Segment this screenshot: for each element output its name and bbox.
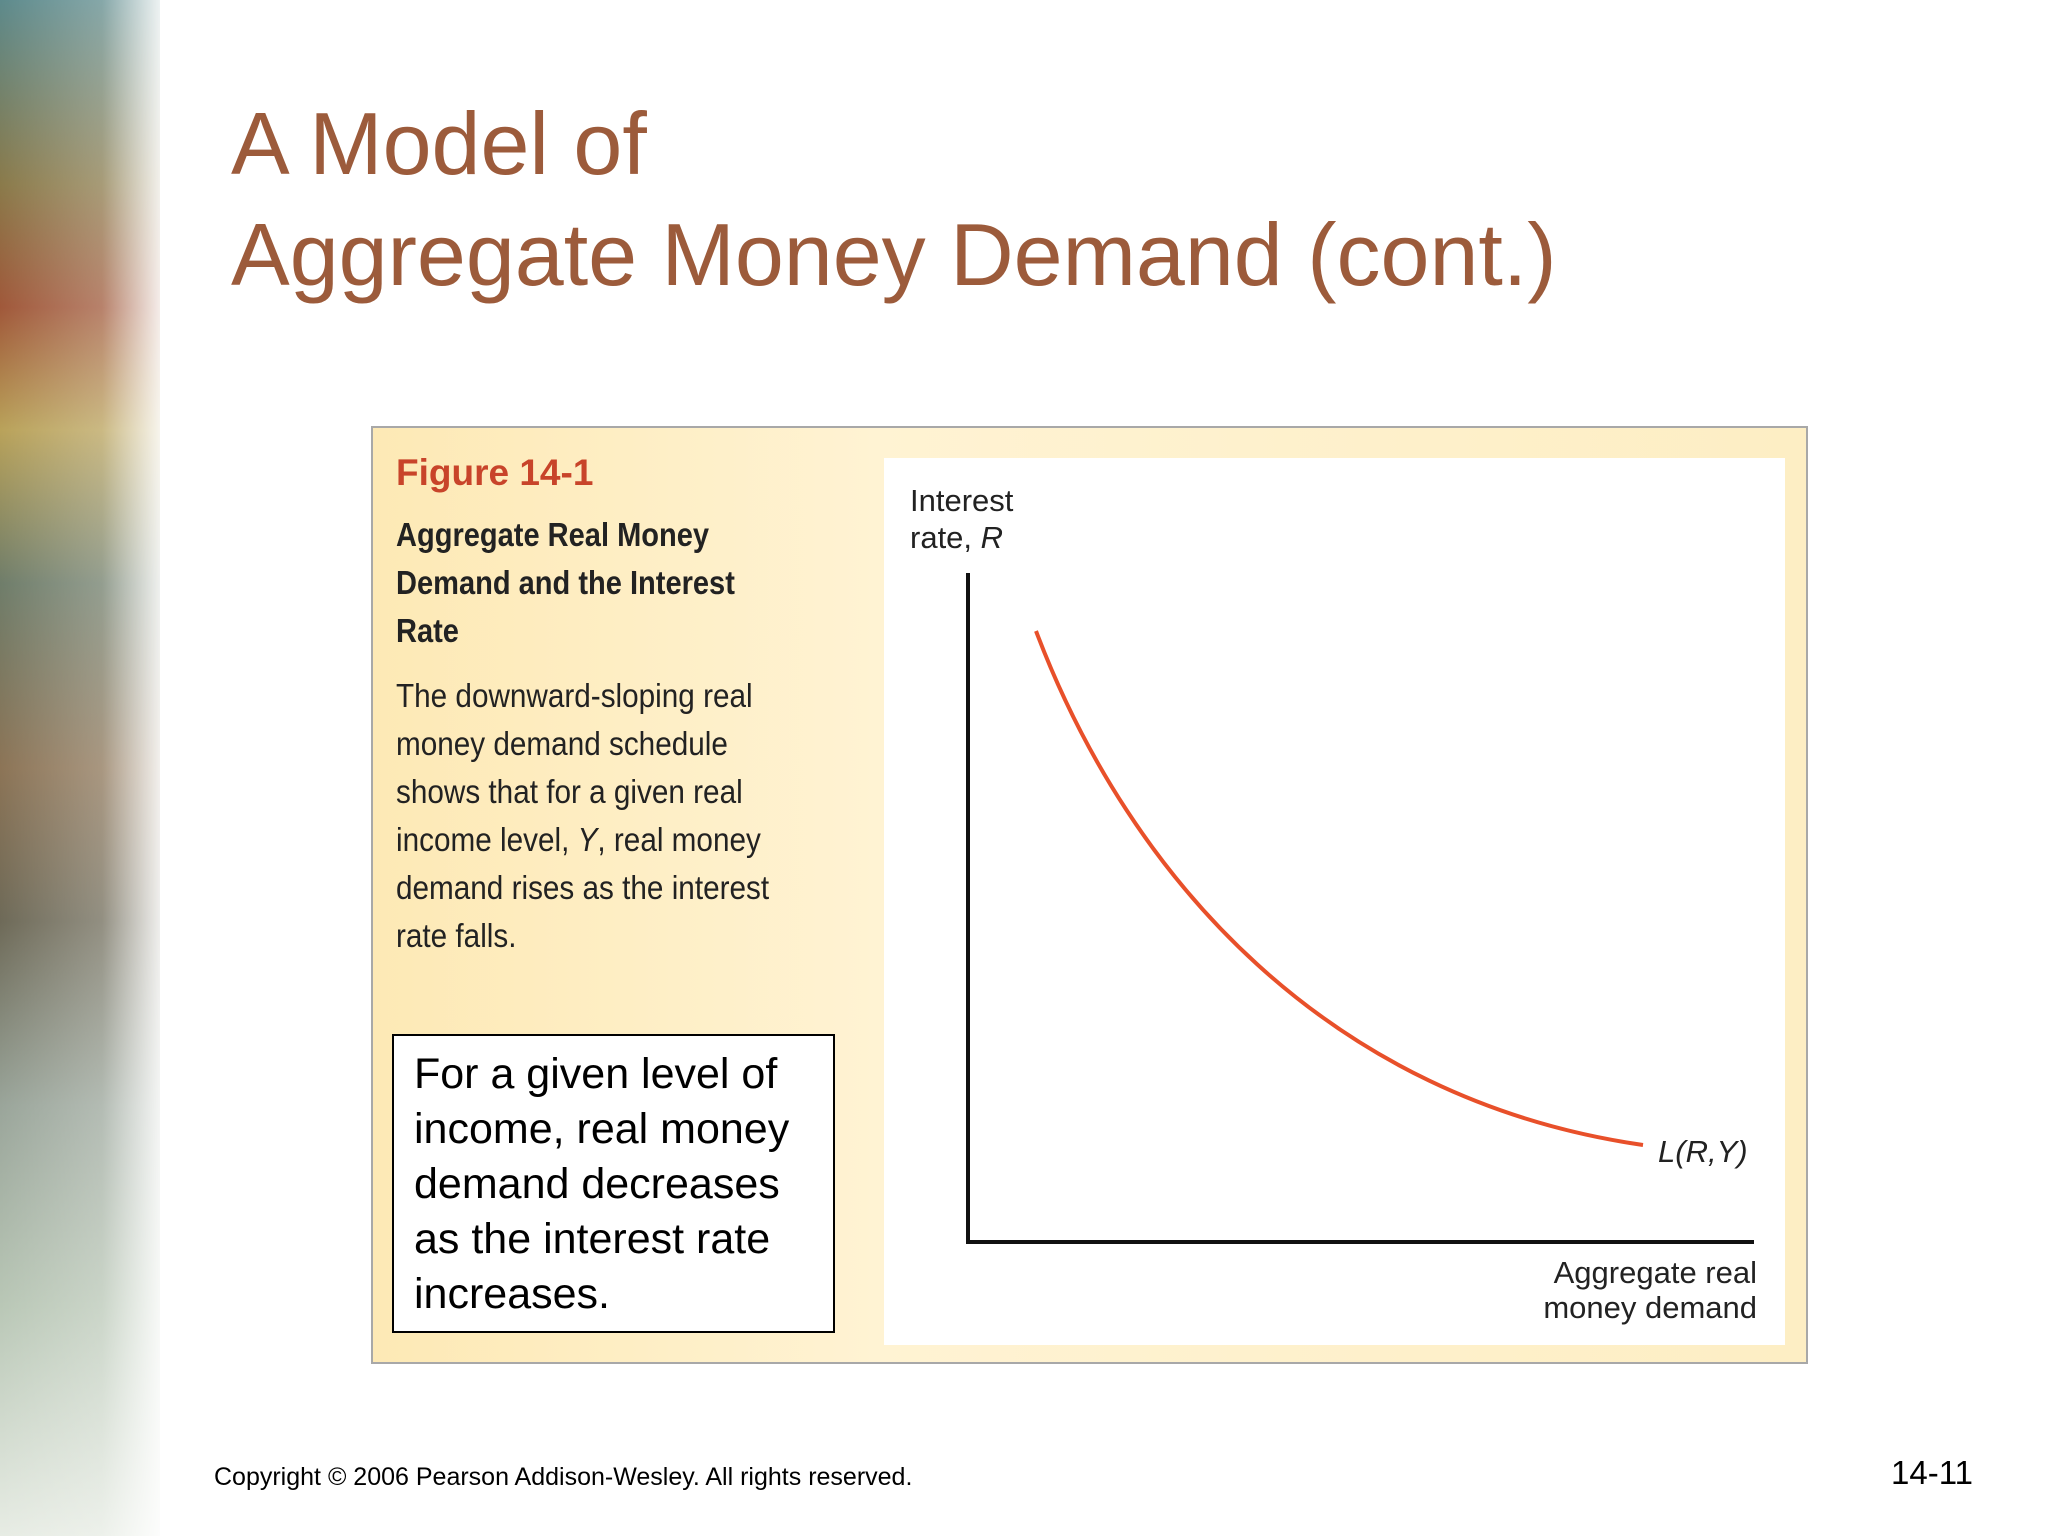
callout-line: as the interest rate	[414, 1215, 771, 1263]
caption-line: The downward-sloping real	[396, 677, 753, 714]
curve-label: L(R,Y)	[1658, 1134, 1748, 1169]
figure-title: Aggregate Real Money	[396, 516, 710, 553]
figure-label: Figure 14-1	[396, 452, 594, 493]
callout-line: demand decreases	[414, 1160, 780, 1208]
caption-line: income level, Y, real money	[396, 821, 761, 859]
slide-title: Aggregate Money Demand (cont.)	[231, 205, 1557, 304]
y-axis-label: rate, R	[910, 520, 1003, 556]
plot-area	[884, 458, 1785, 1345]
caption-line: rate falls.	[396, 917, 517, 954]
callout-line: increases.	[414, 1270, 610, 1318]
demand-curve	[1034, 630, 1644, 1147]
caption-text: , real money	[597, 821, 761, 858]
caption-line: shows that for a given real	[396, 773, 743, 810]
callout-box	[392, 1034, 835, 1333]
figure-title: Demand and the Interest	[396, 564, 735, 601]
figure-title: Rate	[396, 612, 459, 649]
caption-line: money demand schedule	[396, 725, 728, 762]
caption-text: income level,	[396, 821, 578, 858]
y-axis-label-text: rate,	[910, 520, 981, 555]
copyright: Copyright © 2006 Pearson Addison-Wesley.…	[214, 1463, 913, 1491]
callout-line: For a given level of	[414, 1050, 778, 1098]
callout-line: income, real money	[414, 1105, 790, 1153]
slide-title: A Model of	[231, 94, 647, 193]
caption-variable: Y	[577, 821, 598, 858]
x-axis-label: Aggregate real	[1553, 1255, 1757, 1290]
x-axis-label: money demand	[1543, 1290, 1757, 1325]
page-number: 14-11	[1891, 1454, 1973, 1491]
y-axis-label: Interest	[910, 483, 1014, 518]
caption-line: demand rises as the interest	[396, 869, 770, 906]
y-axis-variable: R	[980, 520, 1004, 555]
strip-fade	[0, 0, 170, 1536]
